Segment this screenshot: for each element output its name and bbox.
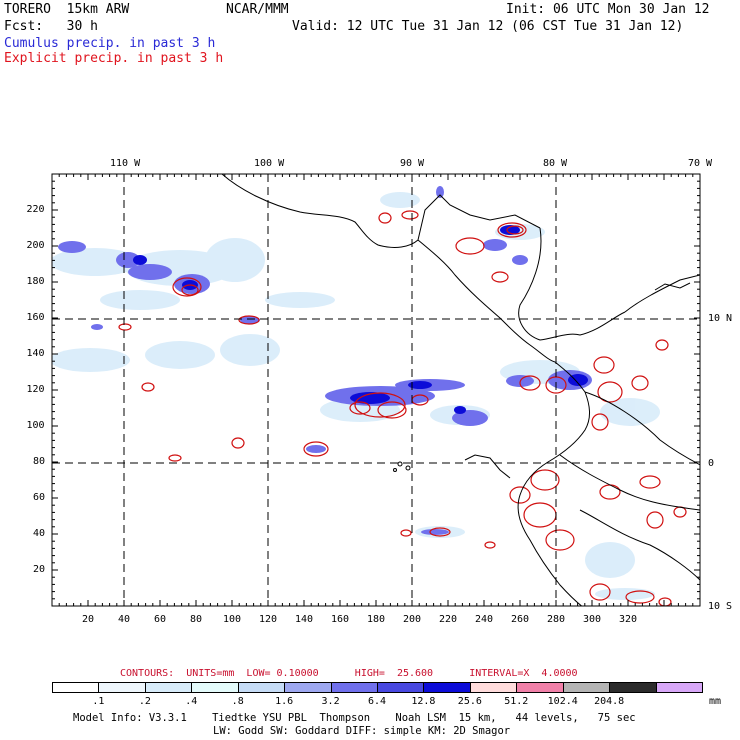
y-tick-label: 80 [33, 456, 46, 467]
init-time: Init: 06 UTC Mon 30 Jan 12 [506, 2, 710, 17]
field2-title: Explicit precip. in past 3 h [4, 51, 224, 66]
legend-swatch [377, 682, 425, 693]
model-title: TORERO 15km ARW [4, 2, 130, 17]
lat-label-10n: 10 N [708, 313, 733, 324]
legend-label: .4 [185, 696, 198, 707]
legend-label: 102.4 [547, 696, 578, 707]
legend-swatch [469, 682, 518, 693]
legend-unit: mm [709, 696, 722, 707]
legend-label: 25.6 [457, 696, 482, 707]
x-tick-label: 80 [190, 614, 203, 625]
legend-label: .2 [138, 696, 151, 707]
legend-label: .1 [92, 696, 105, 707]
lon-label-100w: 100 W [254, 158, 285, 169]
y-tick-label: 220 [26, 204, 45, 215]
forecast-hour: Fcst: 30 h [4, 19, 98, 34]
x-tick-label: 120 [259, 614, 278, 625]
x-tick-label: 180 [367, 614, 386, 625]
legend-label: .8 [231, 696, 244, 707]
legend-swatch [98, 682, 146, 693]
x-tick-label: 320 [619, 614, 638, 625]
x-tick-label: 160 [331, 614, 350, 625]
legend-swatch [144, 682, 193, 693]
lat-label-10s: 10 S [708, 601, 733, 612]
heavy-precip-cores [133, 225, 588, 414]
legend-label: 204.8 [594, 696, 625, 707]
legend-label: 12.8 [411, 696, 436, 707]
legend-swatch [562, 682, 611, 693]
x-tick-label: 20 [82, 614, 95, 625]
x-tick-label: 40 [118, 614, 131, 625]
coastlines [221, 174, 700, 606]
y-tick-label: 120 [26, 384, 45, 395]
x-tick-label: 300 [583, 614, 602, 625]
lon-label-110w: 110 W [110, 158, 141, 169]
valid-time: Valid: 12 UTC Tue 31 Jan 12 (06 CST Tue … [292, 19, 684, 34]
legend-swatch [516, 682, 564, 693]
legend-label: 6.4 [367, 696, 387, 707]
y-tick-label: 60 [33, 492, 46, 503]
y-tick-label: 160 [26, 312, 45, 323]
physics-info: LW: Godd SW: Goddard DIFF: simple KM: 2D… [213, 725, 511, 737]
x-tick-label: 140 [295, 614, 314, 625]
y-tick-label: 180 [26, 276, 45, 287]
legend-label: 51.2 [504, 696, 529, 707]
graticule [52, 174, 700, 606]
legend-swatch [52, 682, 100, 693]
field1-title: Cumulus precip. in past 3 h [4, 36, 216, 51]
lon-label-70w: 70 W [688, 158, 713, 169]
legend-swatch [423, 682, 471, 693]
x-tick-label: 280 [547, 614, 566, 625]
org-label: NCAR/MMM [226, 2, 289, 17]
legend-swatch [655, 682, 703, 693]
legend-swatch [191, 682, 239, 693]
legend-swatch [237, 682, 286, 693]
legend-label: 3.2 [321, 696, 340, 707]
y-tick-label: 100 [26, 420, 45, 431]
y-tick-label: 140 [26, 348, 45, 359]
x-tick-label: 220 [439, 614, 458, 625]
x-tick-label: 240 [475, 614, 494, 625]
x-tick-label: 200 [403, 614, 422, 625]
model-info: Model Info: V3.3.1 Tiedtke YSU PBL Thomp… [73, 712, 636, 724]
y-tick-label: 200 [26, 240, 45, 251]
y-tick-label: 20 [33, 564, 46, 575]
x-tick-label: 60 [154, 614, 167, 625]
lon-label-90w: 90 W [400, 158, 425, 169]
legend-swatch [330, 682, 378, 693]
legend-label: 1.6 [275, 696, 294, 707]
x-tick-label: 260 [511, 614, 530, 625]
legend-swatch [284, 682, 332, 693]
y-tick-label: 40 [33, 528, 46, 539]
lat-label-0: 0 [708, 458, 715, 469]
x-tick-label: 100 [223, 614, 242, 625]
contour-info: CONTOURS: UNITS=mm LOW= 0.10000 HIGH= 25… [120, 668, 578, 679]
legend-swatch [609, 682, 657, 693]
lon-label-80w: 80 W [543, 158, 568, 169]
